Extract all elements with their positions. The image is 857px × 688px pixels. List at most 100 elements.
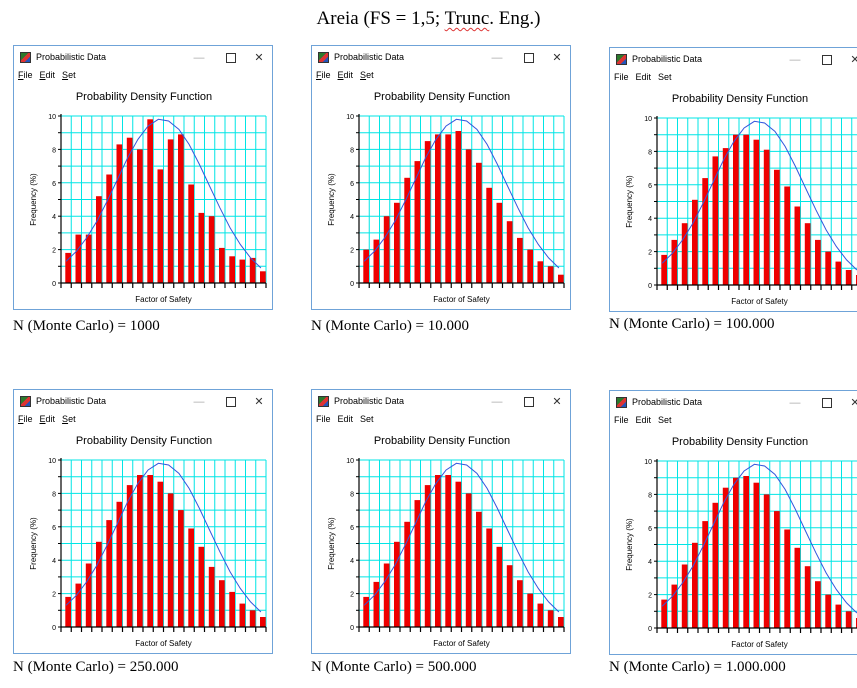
minimize-button[interactable]: —: [491, 396, 503, 408]
menu-item-rest: dit: [45, 70, 56, 80]
minimize-button[interactable]: —: [789, 397, 801, 409]
panel-caption: N (Monte Carlo) = 250.000: [13, 659, 179, 675]
bar: [476, 511, 482, 627]
y-tick-label: 2: [648, 593, 652, 600]
bar: [496, 546, 503, 627]
menu-bar: File Edit Set: [614, 72, 679, 86]
panel-caption: N (Monte Carlo) = 1000: [13, 318, 160, 334]
close-button[interactable]: ✕: [254, 52, 264, 64]
title-bar: Probabilistic Data — ✕: [610, 48, 857, 72]
bar: [774, 511, 780, 628]
menu-item-edit[interactable]: Edit: [635, 72, 652, 82]
menu-item-edit[interactable]: Edit: [40, 414, 56, 424]
menu-item-edit[interactable]: Edit: [40, 70, 56, 80]
bar: [260, 617, 266, 627]
bar: [506, 221, 513, 283]
menu-item-edit[interactable]: Edit: [337, 414, 354, 424]
bar: [763, 494, 770, 628]
chart-title: Probability Density Function: [374, 91, 510, 103]
bars: [661, 476, 857, 629]
bar: [188, 528, 194, 627]
y-tick-label: 4: [648, 216, 652, 223]
menu-item-set[interactable]: Set: [62, 70, 76, 80]
y-tick-label: 6: [52, 181, 56, 188]
pdf-curve: [661, 463, 857, 614]
maximize-button[interactable]: [220, 49, 242, 67]
maximize-icon: [822, 398, 832, 409]
menu-item-file[interactable]: File: [18, 70, 33, 80]
grid-lines: [656, 117, 857, 285]
bar: [208, 566, 215, 627]
bar: [363, 249, 369, 283]
minimize-button[interactable]: —: [491, 52, 503, 64]
window-panel-5: Probabilistic Data — ✕ File Edit Set Probabili…: [311, 389, 571, 654]
bar: [373, 239, 380, 283]
bar: [517, 580, 523, 627]
grid-lines: [358, 115, 565, 283]
menu-item-set[interactable]: Set: [360, 414, 374, 424]
chart-title: Probability Density Function: [76, 91, 212, 103]
bar: [239, 603, 246, 627]
grid-lines: [60, 115, 267, 283]
maximize-button[interactable]: [220, 393, 242, 411]
maximize-button[interactable]: [816, 51, 838, 69]
minimize-button[interactable]: —: [193, 52, 205, 64]
close-button[interactable]: ✕: [552, 52, 562, 64]
bar: [404, 177, 410, 283]
maximize-button[interactable]: [518, 49, 540, 67]
minimize-button[interactable]: —: [789, 54, 801, 66]
maximize-button[interactable]: [816, 394, 838, 412]
bar: [537, 603, 544, 627]
bar: [75, 583, 82, 627]
window-title: Probabilistic Data: [334, 396, 405, 406]
menu-item-set[interactable]: Set: [658, 415, 672, 425]
bar: [373, 581, 380, 627]
menu-item-edit[interactable]: Edit: [338, 70, 354, 80]
close-button[interactable]: ✕: [850, 397, 857, 409]
menu-item-edit[interactable]: Edit: [635, 415, 652, 425]
y-tick-label: 8: [350, 491, 354, 498]
bar: [363, 596, 369, 627]
menu-item-file[interactable]: File: [614, 72, 629, 82]
y-axis-label: Frequency (%): [625, 518, 634, 571]
chart-title: Probability Density Function: [374, 435, 510, 447]
figure-title-prefix: Areia (FS = 1,5;: [316, 8, 445, 29]
close-button[interactable]: ✕: [552, 396, 562, 408]
x-axis-label: Factor of Safety: [433, 639, 489, 648]
menu-mnemonic: S: [62, 414, 69, 424]
bar: [208, 216, 215, 283]
menu-item-file[interactable]: File: [316, 414, 331, 424]
maximize-button[interactable]: [518, 393, 540, 411]
bars: [363, 475, 564, 627]
menu-item-file[interactable]: File: [316, 70, 331, 80]
close-button[interactable]: ✕: [850, 54, 857, 66]
menu-mnemonic: E: [39, 70, 46, 80]
grid-lines: [358, 459, 565, 627]
menu-item-file[interactable]: File: [614, 415, 629, 425]
menu-item-set[interactable]: Set: [658, 72, 672, 82]
menu-item-file[interactable]: File: [18, 414, 33, 424]
y-tick-label: 10: [346, 458, 354, 465]
pdf-curve: [65, 462, 262, 613]
minimize-button[interactable]: —: [193, 396, 205, 408]
bar: [486, 187, 492, 283]
pdf-chart: Probability Density Function 0 2 4 6 8 10 Facto…: [327, 91, 565, 304]
bar: [681, 564, 688, 628]
bar: [547, 610, 554, 627]
bar: [178, 510, 184, 627]
menu-item-rest: et: [68, 70, 76, 80]
bar: [815, 239, 821, 285]
bar: [784, 529, 790, 628]
menu-item-set[interactable]: Set: [360, 70, 374, 80]
bar: [825, 594, 831, 628]
menu-item-set[interactable]: Set: [62, 414, 76, 424]
bar: [85, 563, 92, 627]
y-tick-label: 6: [52, 525, 56, 532]
close-button[interactable]: ✕: [254, 396, 264, 408]
bar: [249, 257, 256, 283]
pdf-chart: Probability Density Function 0 2 4 6 8 10 Facto…: [29, 91, 267, 304]
bar: [804, 223, 811, 285]
bar: [671, 584, 678, 628]
menu-bar: File Edit Set: [614, 415, 679, 429]
bar: [219, 580, 225, 627]
